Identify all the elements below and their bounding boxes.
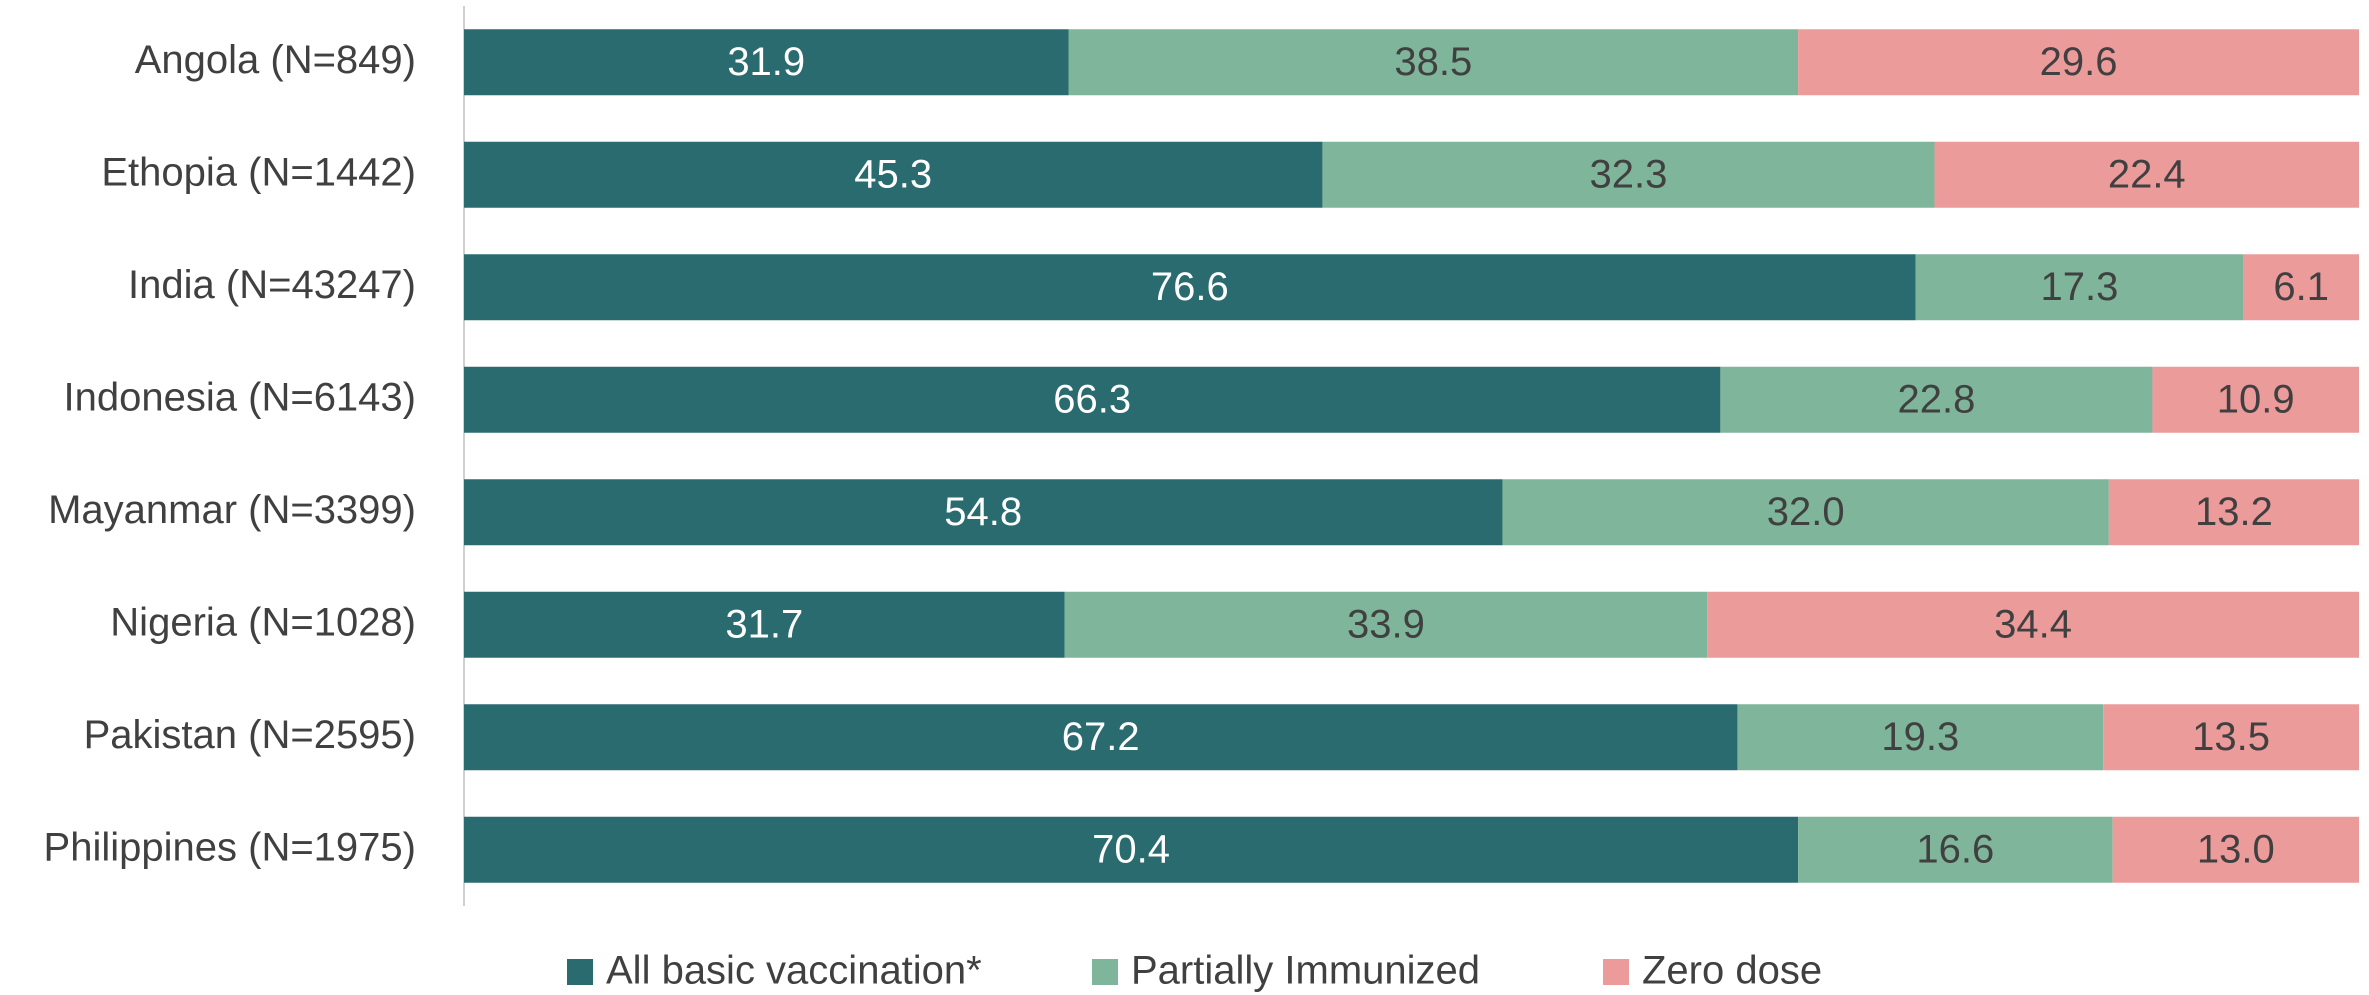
data-label: 10.9: [2217, 377, 2295, 421]
bar-segment: [1737, 704, 2104, 771]
bar-segment: [2103, 704, 2359, 771]
data-label: 66.3: [1053, 377, 1131, 421]
y-tick-label: Mayanmar (N=3399): [48, 488, 416, 532]
bar-segment: [2108, 479, 2359, 546]
bar-segment: [464, 254, 1916, 321]
legend-label: All basic vaccination*: [606, 949, 982, 993]
bar-segment: [1798, 29, 2359, 96]
bar-segment: [464, 816, 1799, 883]
data-label: 33.9: [1347, 602, 1425, 646]
bar-segment: [1720, 366, 2153, 433]
bar-segment: [2152, 366, 2359, 433]
bar-segment: [464, 29, 1069, 96]
bar-segment: [464, 366, 1721, 433]
data-label: 38.5: [1394, 40, 1472, 84]
data-label: 76.6: [1151, 265, 1229, 309]
bar-segment: [1322, 141, 1935, 208]
bar-segment: [1064, 591, 1708, 658]
y-tick-label: Pakistan (N=2595): [84, 713, 416, 757]
data-label: 34.4: [1994, 602, 2072, 646]
bar-segment: [1915, 254, 2244, 321]
bar-segment: [2243, 254, 2359, 321]
legend-swatch: [1603, 959, 1629, 985]
data-label: 13.2: [2195, 490, 2273, 534]
data-label: 22.8: [1897, 377, 1975, 421]
data-label: 32.3: [1590, 152, 1668, 196]
data-label: 13.5: [2192, 715, 2270, 759]
data-label: 67.2: [1062, 715, 1140, 759]
bar-segment: [464, 141, 1323, 208]
data-label: 31.7: [725, 602, 803, 646]
data-label: 22.4: [2108, 152, 2186, 196]
data-label: 29.6: [2040, 40, 2118, 84]
y-tick-label: Ethopia (N=1442): [101, 150, 416, 194]
data-label: 6.1: [2273, 265, 2329, 309]
y-tick-label: Philippines (N=1975): [44, 825, 416, 869]
bar-segment: [1798, 816, 2113, 883]
bar-segment: [1068, 29, 1799, 96]
data-label: 13.0: [2197, 827, 2275, 871]
data-label: 31.9: [727, 40, 805, 84]
data-label: 54.8: [944, 490, 1022, 534]
bar-segment: [1502, 479, 2109, 546]
y-tick-label: India (N=43247): [128, 263, 416, 307]
data-label: 32.0: [1767, 490, 1845, 534]
bar-segment: [2112, 816, 2359, 883]
y-tick-label: Angola (N=849): [135, 38, 416, 82]
bar-segment: [464, 704, 1738, 771]
legend-swatch: [567, 959, 593, 985]
legend-swatch: [1092, 959, 1118, 985]
bar-segment: [464, 591, 1065, 658]
bar-segment: [1707, 591, 2359, 658]
data-label: 17.3: [2041, 265, 2119, 309]
y-tick-label: Nigeria (N=1028): [110, 600, 416, 644]
bar-segment: [1934, 141, 2359, 208]
data-label: 16.6: [1916, 827, 1994, 871]
legend-label: Zero dose: [1642, 949, 1822, 993]
y-tick-label: Indonesia (N=6143): [64, 375, 416, 419]
data-label: 19.3: [1881, 715, 1959, 759]
bar-segment: [464, 479, 1503, 546]
data-label: 45.3: [854, 152, 932, 196]
legend-label: Partially Immunized: [1131, 949, 1480, 993]
data-label: 70.4: [1092, 827, 1170, 871]
